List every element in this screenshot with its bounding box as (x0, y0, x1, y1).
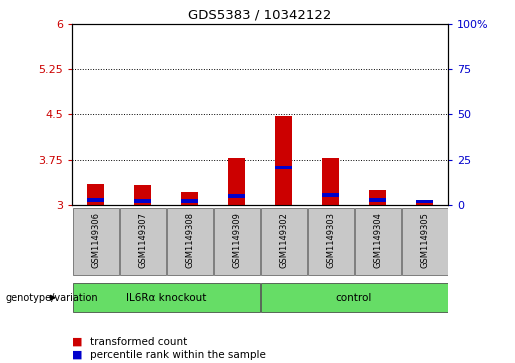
Text: ■: ■ (72, 350, 82, 360)
Bar (181, 199, 198, 203)
Bar (276, 166, 292, 170)
Bar (322, 193, 339, 197)
Bar (261, 208, 306, 275)
Text: genotype/variation: genotype/variation (5, 293, 98, 303)
Bar (88, 184, 104, 205)
Text: transformed count: transformed count (90, 337, 187, 347)
Bar (228, 158, 245, 205)
Bar (416, 200, 433, 203)
Text: GSM1149306: GSM1149306 (91, 212, 100, 268)
Text: percentile rank within the sample: percentile rank within the sample (90, 350, 266, 360)
Bar (228, 194, 245, 198)
Bar (322, 158, 339, 205)
Text: GSM1149304: GSM1149304 (373, 212, 382, 268)
Text: GSM1149302: GSM1149302 (279, 212, 288, 268)
Text: GSM1149308: GSM1149308 (185, 212, 194, 268)
Bar (276, 116, 292, 205)
Bar (261, 283, 448, 312)
Text: IL6Rα knockout: IL6Rα knockout (126, 293, 207, 303)
Bar (416, 203, 433, 205)
Text: GSM1149307: GSM1149307 (138, 212, 147, 268)
Bar (134, 199, 151, 203)
Bar (166, 208, 213, 275)
Bar (369, 190, 386, 205)
Title: GDS5383 / 10342122: GDS5383 / 10342122 (188, 8, 332, 21)
Bar (73, 283, 260, 312)
Bar (73, 208, 118, 275)
Text: control: control (336, 293, 372, 303)
Text: GSM1149303: GSM1149303 (326, 212, 335, 268)
Bar (214, 208, 260, 275)
Bar (307, 208, 354, 275)
Text: GSM1149309: GSM1149309 (232, 212, 241, 268)
Bar (369, 199, 386, 202)
Bar (354, 208, 401, 275)
Text: ■: ■ (72, 337, 82, 347)
Bar (134, 185, 151, 205)
Bar (402, 208, 448, 275)
Bar (88, 199, 104, 202)
Text: GSM1149305: GSM1149305 (420, 212, 429, 268)
Bar (181, 192, 198, 205)
Bar (119, 208, 166, 275)
